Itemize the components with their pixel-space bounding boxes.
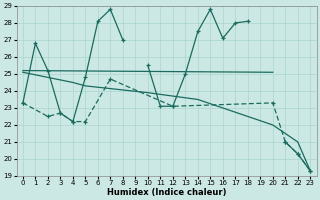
X-axis label: Humidex (Indice chaleur): Humidex (Indice chaleur) — [107, 188, 226, 197]
